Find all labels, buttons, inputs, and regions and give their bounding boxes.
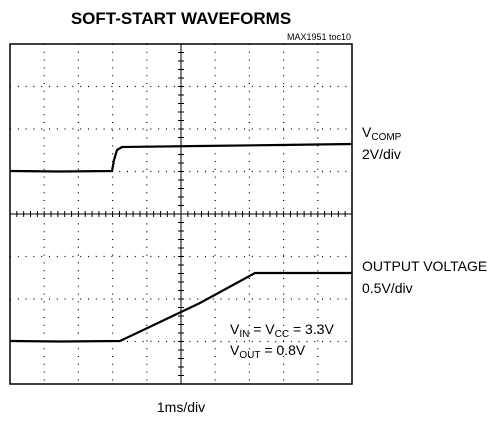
time-scale: 1ms/div [157, 399, 205, 415]
t: = 3.3V [289, 321, 334, 337]
vcomp-trace [9, 142, 353, 173]
title: SOFT-START WAVEFORMS [71, 9, 291, 28]
label-sub: COMP [371, 132, 401, 143]
condition-1: VIN = VCC = 3.3V [230, 321, 335, 340]
t: IN [239, 329, 249, 340]
output-trace [9, 271, 352, 343]
t: OUT [239, 350, 260, 361]
vcomp-label: VCOMP [362, 124, 402, 143]
condition-2: VOUT = 0.8V [230, 342, 306, 361]
t: CC [275, 329, 289, 340]
output-scale: 0.5V/div [362, 280, 413, 296]
grid [9, 43, 353, 385]
output-label: OUTPUT VOLTAGE [362, 258, 487, 274]
t: V [230, 321, 240, 337]
t: = V [249, 321, 275, 337]
screen-border [9, 43, 353, 385]
figure-id: MAX1951 toc10 [287, 32, 351, 42]
t: V [230, 342, 240, 358]
label-main: V [362, 124, 372, 140]
vcomp-scale: 2V/div [362, 146, 401, 162]
t: = 0.8V [260, 342, 305, 358]
